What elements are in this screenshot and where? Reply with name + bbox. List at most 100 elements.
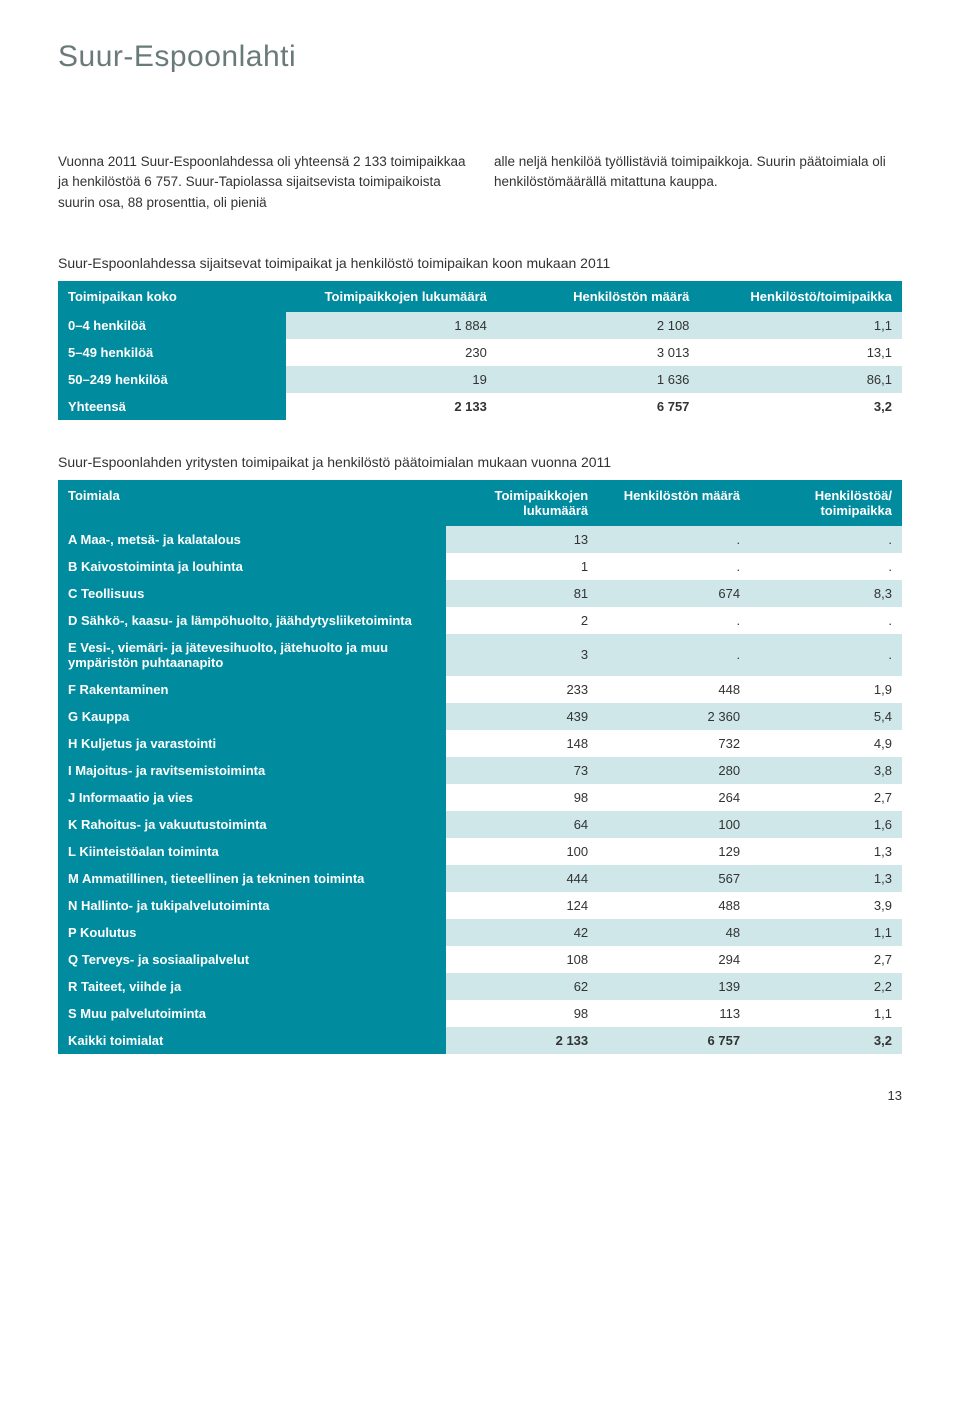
cell: 732 [598, 730, 750, 757]
table-row: D Sähkö-, kaasu- ja lämpöhuolto, jäähdyt… [58, 607, 902, 634]
cell: . [598, 634, 750, 676]
column-header: Toimiala [58, 480, 446, 526]
table-row: J Informaatio ja vies982642,7 [58, 784, 902, 811]
row-label: N Hallinto- ja tukipalvelutoiminta [58, 892, 446, 919]
cell: 4,9 [750, 730, 902, 757]
row-label: J Informaatio ja vies [58, 784, 446, 811]
cell: 1,9 [750, 676, 902, 703]
cell: 674 [598, 580, 750, 607]
cell: 139 [598, 973, 750, 1000]
cell: 3 [446, 634, 598, 676]
cell: 1,3 [750, 838, 902, 865]
cell: 2 133 [446, 1027, 598, 1054]
cell: 100 [598, 811, 750, 838]
row-label: I Majoitus- ja ravitsemistoiminta [58, 757, 446, 784]
cell: 98 [446, 1000, 598, 1027]
row-label: Yhteensä [58, 393, 286, 420]
row-label: Q Terveys- ja sosiaalipalvelut [58, 946, 446, 973]
cell: 1,1 [750, 919, 902, 946]
cell: 81 [446, 580, 598, 607]
cell: 1,1 [750, 1000, 902, 1027]
cell: 2 108 [497, 312, 700, 339]
cell: 2 360 [598, 703, 750, 730]
row-label: K Rahoitus- ja vakuutustoiminta [58, 811, 446, 838]
row-label: S Muu palvelutoiminta [58, 1000, 446, 1027]
cell: 19 [286, 366, 497, 393]
cell: 2 133 [286, 393, 497, 420]
cell: 13,1 [699, 339, 902, 366]
cell: 3,2 [750, 1027, 902, 1054]
cell: 280 [598, 757, 750, 784]
cell: 2,7 [750, 946, 902, 973]
table-row: B Kaivostoiminta ja louhinta1.. [58, 553, 902, 580]
cell: 108 [446, 946, 598, 973]
table-row: A Maa-, metsä- ja kalatalous13.. [58, 526, 902, 553]
cell: 233 [446, 676, 598, 703]
cell: 439 [446, 703, 598, 730]
cell: 100 [446, 838, 598, 865]
cell: 448 [598, 676, 750, 703]
row-label: R Taiteet, viihde ja [58, 973, 446, 1000]
cell: 230 [286, 339, 497, 366]
row-label: G Kauppa [58, 703, 446, 730]
table-row: Q Terveys- ja sosiaalipalvelut1082942,7 [58, 946, 902, 973]
table-row: P Koulutus42481,1 [58, 919, 902, 946]
cell: 2,7 [750, 784, 902, 811]
cell: 3,2 [699, 393, 902, 420]
column-header: Henkilöstö/toimipaikka [699, 281, 902, 312]
table2-head: ToimialaToimipaikkojen lukumääräHenkilös… [58, 480, 902, 526]
column-header: Henkilöstön määrä [598, 480, 750, 526]
cell: 48 [598, 919, 750, 946]
cell: 129 [598, 838, 750, 865]
cell: . [750, 553, 902, 580]
table2-caption: Suur-Espoonlahden yritysten toimipaikat … [58, 454, 902, 470]
cell: . [598, 526, 750, 553]
intro-right: alle neljä henkilöä työllistäviä toimipa… [494, 152, 902, 213]
cell: 6 757 [497, 393, 700, 420]
page-number: 13 [58, 1088, 902, 1103]
cell: 264 [598, 784, 750, 811]
cell: 3,9 [750, 892, 902, 919]
cell: 86,1 [699, 366, 902, 393]
table1-body: 0–4 henkilöä1 8842 1081,15–49 henkilöä23… [58, 312, 902, 420]
table-row: Yhteensä2 1336 7573,2 [58, 393, 902, 420]
column-header: Toimipaikkojen lukumäärä [446, 480, 598, 526]
cell: 1 884 [286, 312, 497, 339]
cell: . [598, 607, 750, 634]
cell: 2,2 [750, 973, 902, 1000]
table1-head: Toimipaikan kokoToimipaikkojen lukumäärä… [58, 281, 902, 312]
table-row: M Ammatillinen, tieteellinen ja tekninen… [58, 865, 902, 892]
cell: 444 [446, 865, 598, 892]
table-row: S Muu palvelutoiminta981131,1 [58, 1000, 902, 1027]
column-header: Toimipaikan koko [58, 281, 286, 312]
table2: ToimialaToimipaikkojen lukumääräHenkilös… [58, 480, 902, 1054]
table-row: H Kuljetus ja varastointi1487324,9 [58, 730, 902, 757]
cell: 148 [446, 730, 598, 757]
row-label: B Kaivostoiminta ja louhinta [58, 553, 446, 580]
table2-body: A Maa-, metsä- ja kalatalous13..B Kaivos… [58, 526, 902, 1054]
cell: 98 [446, 784, 598, 811]
table-row: 0–4 henkilöä1 8842 1081,1 [58, 312, 902, 339]
table-row: F Rakentaminen2334481,9 [58, 676, 902, 703]
cell: 1,1 [699, 312, 902, 339]
row-label: H Kuljetus ja varastointi [58, 730, 446, 757]
cell: 1,6 [750, 811, 902, 838]
cell: 1 636 [497, 366, 700, 393]
table-row: C Teollisuus816748,3 [58, 580, 902, 607]
cell: . [750, 526, 902, 553]
cell: 3,8 [750, 757, 902, 784]
intro-left: Vuonna 2011 Suur-Espoonlahdessa oli yhte… [58, 152, 466, 213]
cell: 64 [446, 811, 598, 838]
row-label: 0–4 henkilöä [58, 312, 286, 339]
row-label: 5–49 henkilöä [58, 339, 286, 366]
table-row: L Kiinteistöalan toiminta1001291,3 [58, 838, 902, 865]
cell: 488 [598, 892, 750, 919]
cell: . [598, 553, 750, 580]
cell: 73 [446, 757, 598, 784]
cell: 8,3 [750, 580, 902, 607]
row-label: C Teollisuus [58, 580, 446, 607]
cell: . [750, 607, 902, 634]
table-row: I Majoitus- ja ravitsemistoiminta732803,… [58, 757, 902, 784]
table-row: N Hallinto- ja tukipalvelutoiminta124488… [58, 892, 902, 919]
row-label: 50–249 henkilöä [58, 366, 286, 393]
